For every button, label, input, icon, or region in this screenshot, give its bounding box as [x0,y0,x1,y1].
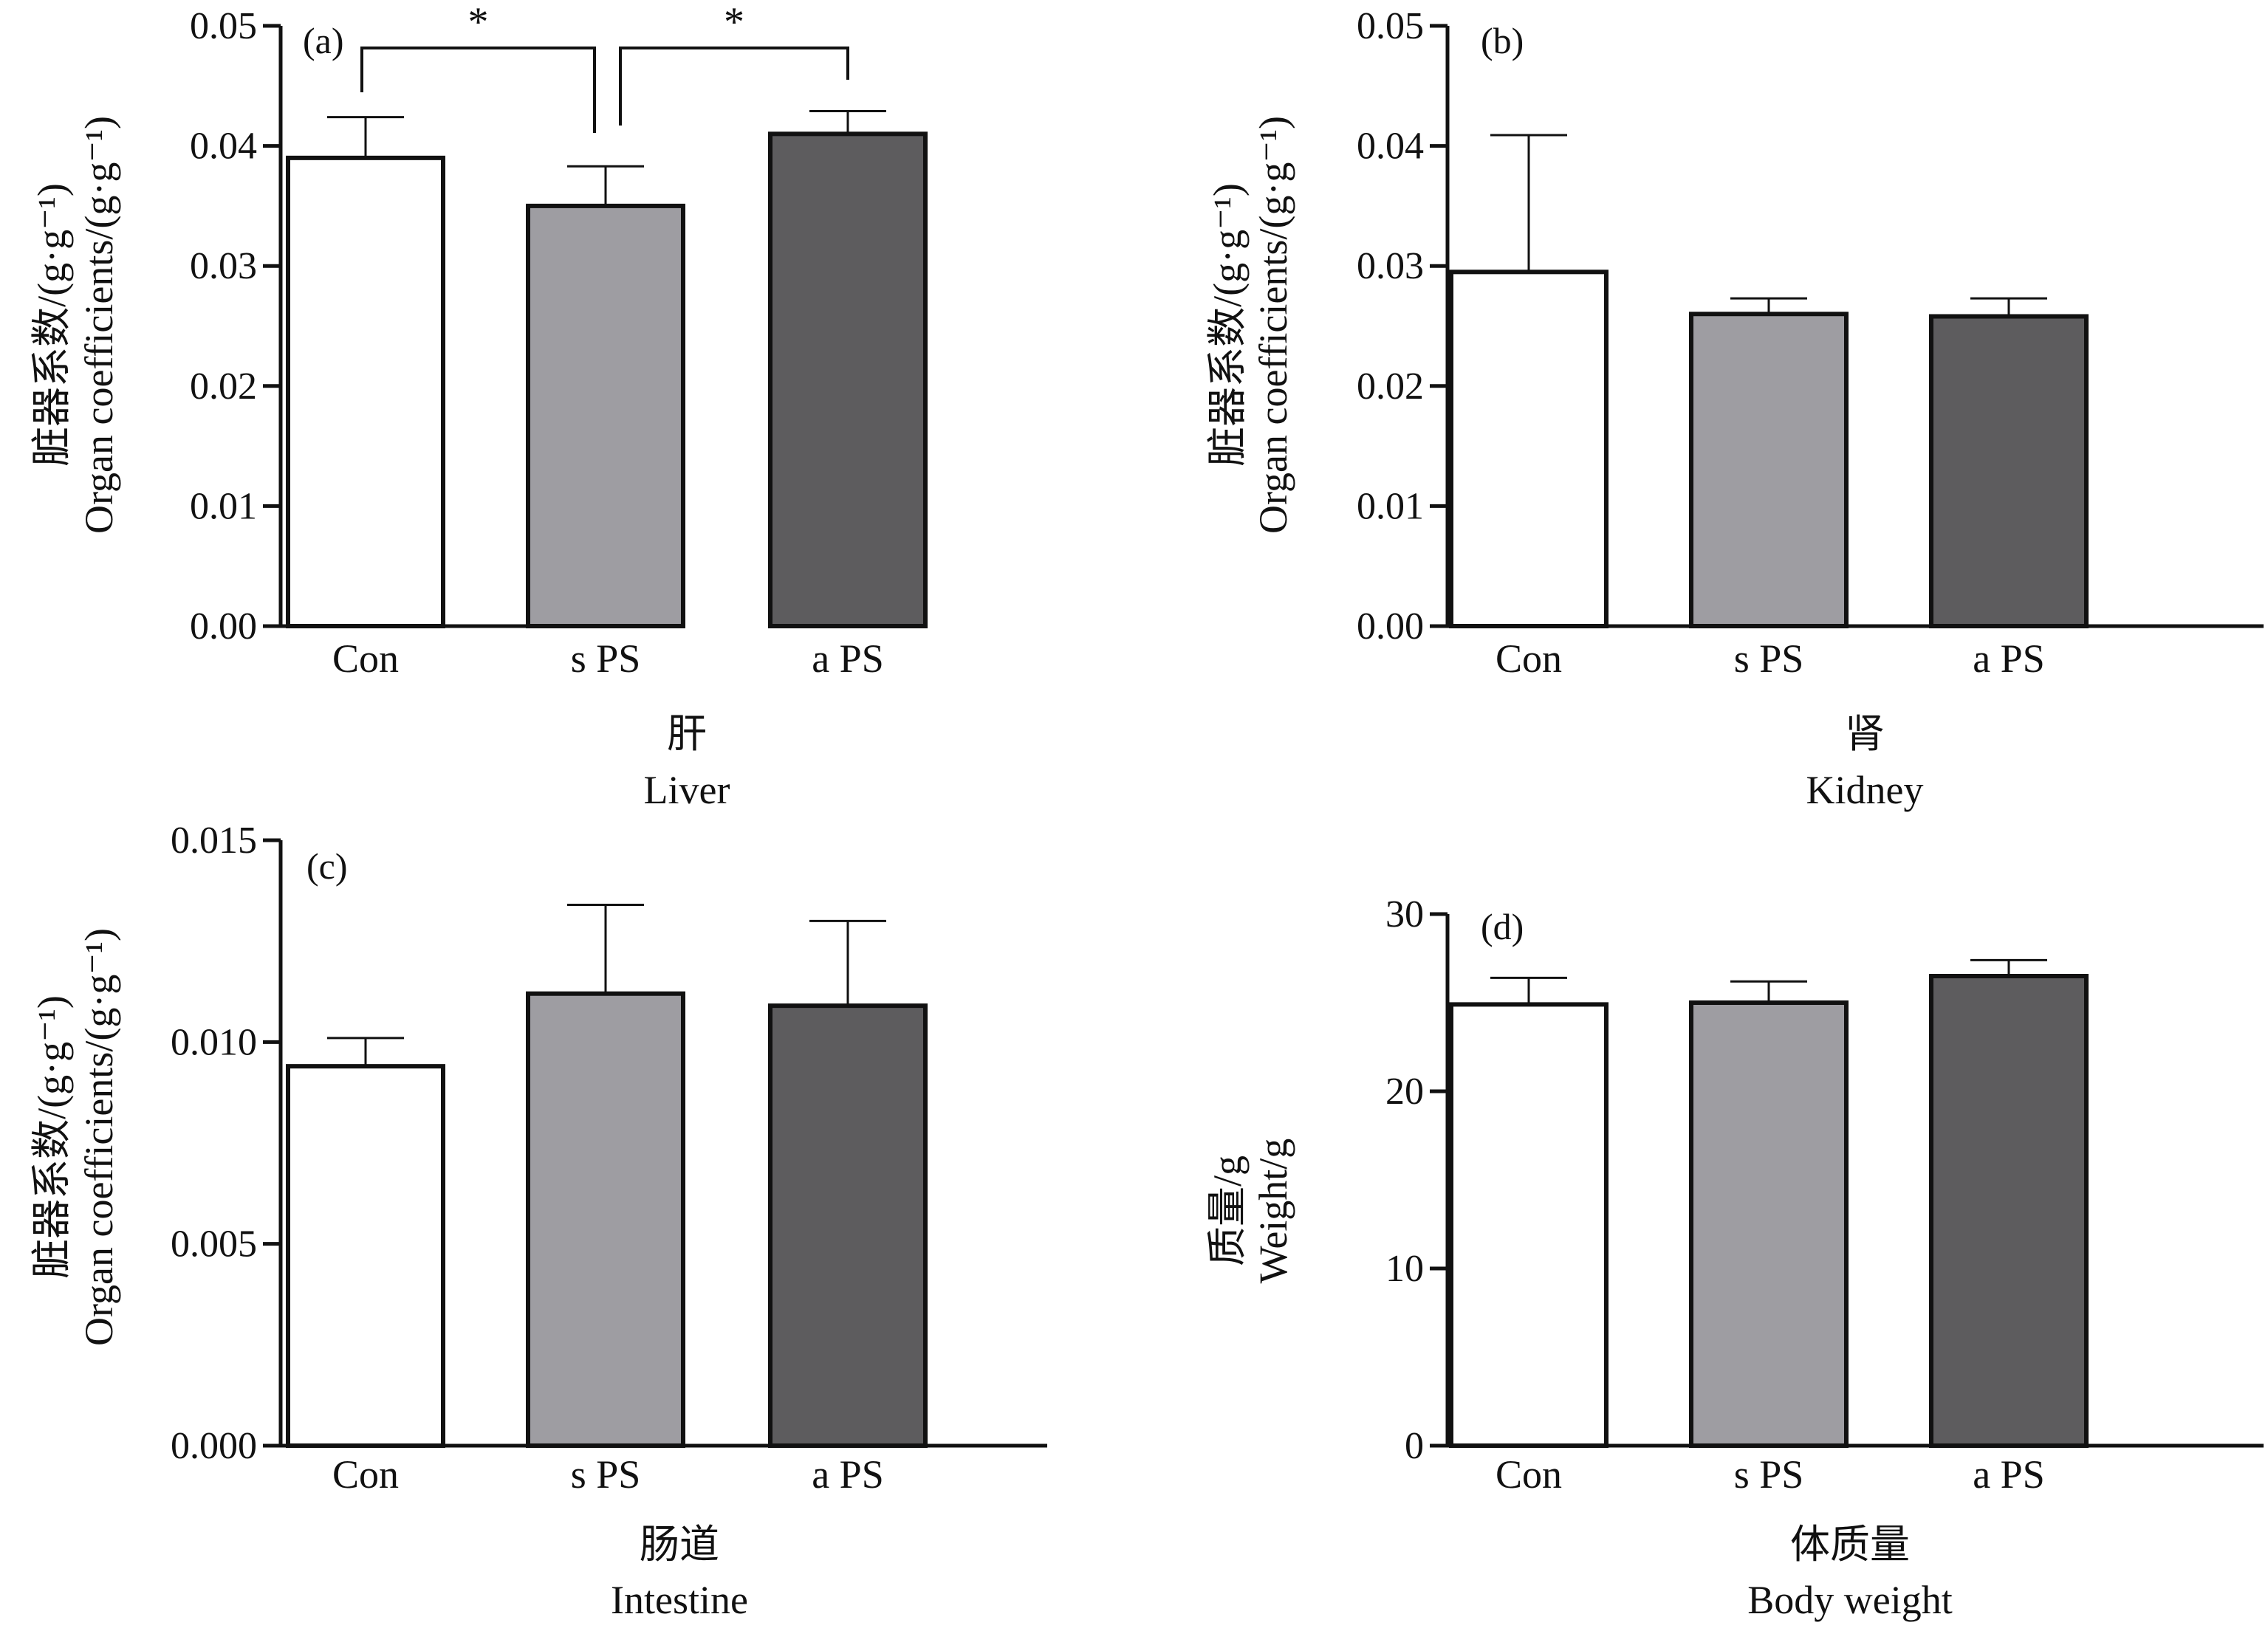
x-tick-label: s PS [1734,1452,1804,1497]
significance-marker: * [724,0,744,45]
x-axis-label-en: Kidney [1806,768,1924,812]
bar [286,155,445,629]
y-axis-label-en: Organ coefficients/(g·g⁻¹) [1251,116,1295,534]
y-axis-label-cn: 脏器系数/(g·g⁻¹) [30,183,74,467]
y-tick-label: 0.015 [171,820,257,862]
bar [526,991,685,1448]
y-axis-label-en: Organ coefficients/(g·g⁻¹) [77,928,121,1346]
x-tick-label: s PS [1734,636,1804,681]
bar [1929,314,2089,628]
x-tick-label: Con [1496,1452,1562,1497]
significance-bracket [619,47,849,126]
y-axis-label-en: Organ coefficients/(g·g⁻¹) [77,116,121,534]
y-tick-label: 0.02 [190,365,257,408]
y-tick-label: 0 [1405,1425,1424,1467]
bar [286,1064,445,1448]
y-tick-label: 0.03 [190,245,257,287]
x-axis-label-cn: 肾 [1845,712,1885,756]
x-tick-label: a PS [812,636,884,681]
y-axis-label-en: Weight/g [1251,1139,1295,1284]
bar [1689,312,1849,628]
y-tick-label: 0.00 [1357,605,1424,648]
y-tick-label: 0.01 [1357,485,1424,527]
y-tick-label: 0.000 [171,1425,257,1467]
y-tick-label: 0.00 [190,605,257,648]
x-axis-label-cn: 肝 [667,712,707,756]
bar [768,131,928,628]
panel-label: (b) [1481,20,1524,61]
panel-c: (c) 脏器系数/(g·g⁻¹) Organ coefficients/(g·g… [30,820,1047,1622]
significance-marker: * [468,0,489,45]
x-tick-label: a PS [1973,1452,2045,1497]
y-tick-label: 0.05 [1357,5,1424,47]
bar [1449,1002,1609,1448]
y-tick-label: 10 [1385,1248,1424,1290]
panel-d: (d) 质量/g Weight/g 体质量 Body weight 0 10 20 3… [1205,893,2264,1622]
panel-label: (a) [303,20,344,61]
bar [768,1003,928,1448]
y-tick-label: 0.02 [1357,365,1424,408]
y-axis-label-cn: 脏器系数/(g·g⁻¹) [30,995,74,1279]
y-tick-label: 0.03 [1357,245,1424,287]
x-tick-label: s PS [571,636,641,681]
bar [1449,269,1609,628]
y-tick-label: 30 [1385,893,1424,935]
panel-b: (b) 脏器系数/(g·g⁻¹) Organ coefficients/(g·g… [1205,5,2264,812]
x-tick-label: a PS [812,1452,884,1497]
x-tick-label: Con [1496,636,1562,681]
x-axis-label-en: Liver [644,768,730,812]
y-tick-label: 20 [1385,1071,1424,1113]
panel-a: (a) 脏器系数/(g·g⁻¹) Organ coefficients/(g·g… [30,0,928,812]
y-tick-label: 0.04 [190,126,257,168]
y-tick-label: 0.005 [171,1223,257,1266]
panel-label: (c) [306,845,348,887]
bar [1689,1000,1849,1448]
x-tick-label: Con [332,636,399,681]
x-tick-label: a PS [1973,636,2045,681]
x-tick-label: s PS [571,1452,641,1497]
x-axis-label-cn: 肠道 [640,1522,719,1567]
x-axis-label-en: Intestine [611,1578,748,1622]
y-tick-label: 0.01 [190,485,257,527]
y-axis-label-cn: 质量/g [1205,1156,1250,1266]
y-axis-label-cn: 脏器系数/(g·g⁻¹) [1205,183,1250,467]
significance-bracket [360,47,596,133]
y-tick-label: 0.04 [1357,126,1424,168]
bar [526,203,685,628]
y-tick-label: 0.010 [171,1021,257,1063]
x-axis-label-cn: 体质量 [1790,1522,1910,1567]
panel-label: (d) [1481,906,1524,947]
y-tick-label: 0.05 [190,5,257,47]
x-axis-label-en: Body weight [1747,1578,1953,1622]
bar [1929,974,2089,1448]
x-tick-label: Con [332,1452,399,1497]
